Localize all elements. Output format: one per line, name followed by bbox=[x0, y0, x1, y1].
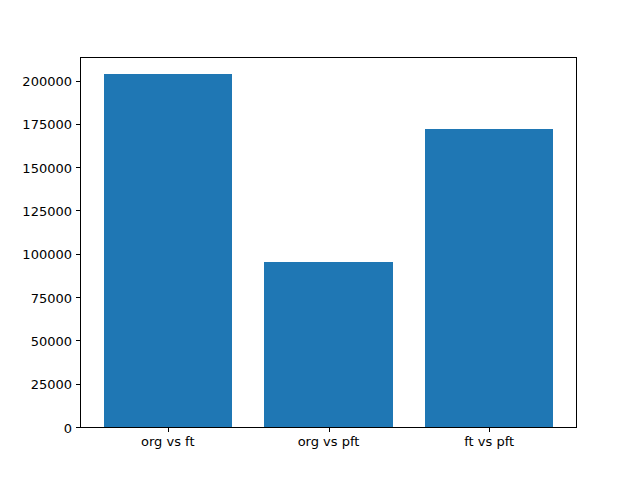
bar-org-vs-pft bbox=[264, 262, 393, 427]
y-tick-label: 75000 bbox=[0, 291, 72, 304]
bar-chart-figure: 0 25000 50000 75000 100000 125000 150000 175000… bbox=[0, 0, 640, 480]
y-tick-label: 100000 bbox=[0, 248, 72, 261]
y-tick-mark bbox=[76, 384, 80, 385]
y-tick-label: 0 bbox=[0, 421, 72, 434]
y-tick-label: 50000 bbox=[0, 334, 72, 347]
plot-area bbox=[80, 57, 577, 428]
x-tick-mark bbox=[329, 428, 330, 432]
y-tick-label: 175000 bbox=[0, 118, 72, 131]
y-tick-label: 150000 bbox=[0, 161, 72, 174]
x-tick-label: ft vs pft bbox=[419, 435, 559, 448]
y-tick-mark bbox=[76, 210, 80, 211]
y-tick-mark bbox=[76, 81, 80, 82]
x-tick-label: org vs pft bbox=[259, 435, 399, 448]
x-tick-mark bbox=[489, 428, 490, 432]
bar-org-vs-ft bbox=[104, 74, 233, 427]
y-tick-mark bbox=[76, 340, 80, 341]
y-tick-mark bbox=[76, 297, 80, 298]
y-tick-mark bbox=[76, 254, 80, 255]
y-tick-label: 25000 bbox=[0, 378, 72, 391]
y-tick-label: 200000 bbox=[0, 75, 72, 88]
y-tick-mark bbox=[76, 427, 80, 428]
y-tick-mark bbox=[76, 167, 80, 168]
bar-ft-vs-pft bbox=[425, 129, 554, 427]
y-tick-mark bbox=[76, 124, 80, 125]
x-tick-label: org vs ft bbox=[98, 435, 238, 448]
x-tick-mark bbox=[168, 428, 169, 432]
y-tick-label: 125000 bbox=[0, 204, 72, 217]
